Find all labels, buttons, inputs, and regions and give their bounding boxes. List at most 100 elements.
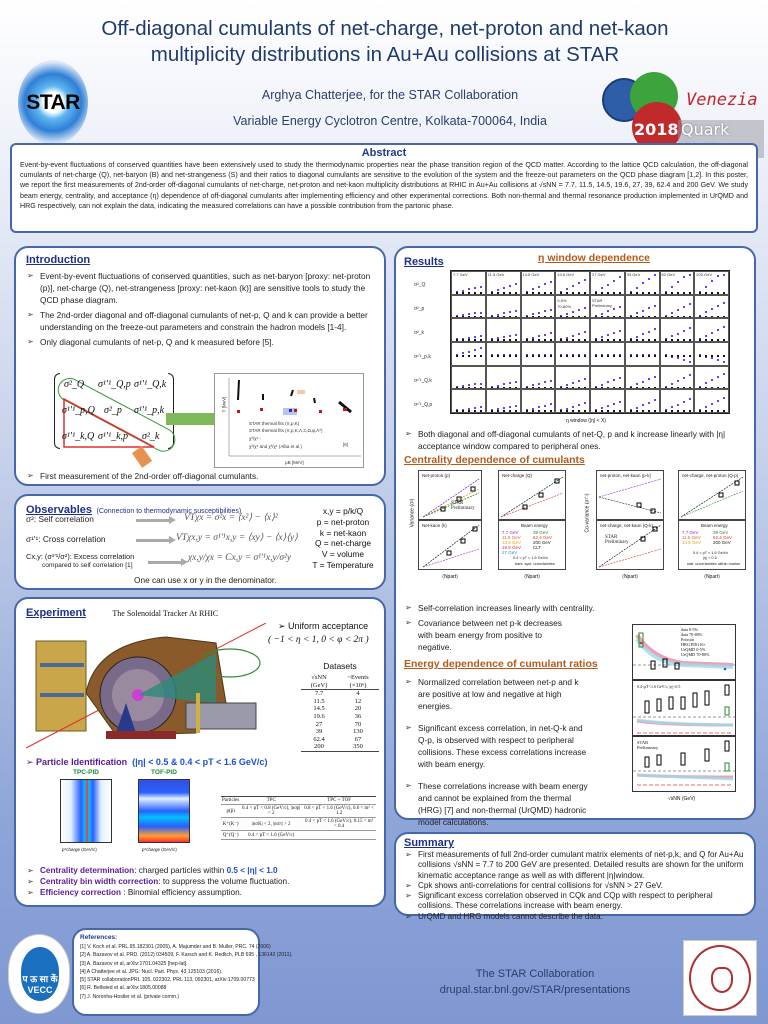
data-point: [711, 339, 714, 341]
data-point: [619, 339, 621, 341]
data-point: [474, 336, 476, 339]
data-point: [496, 386, 499, 389]
data-point: [572, 339, 575, 341]
data-point: [531, 288, 534, 291]
poster-title: Off-diagonal cumulants of net-charge, ne…: [101, 17, 669, 66]
data-point: [705, 339, 708, 341]
data-point: [723, 339, 726, 341]
legend-note: 0.4 < pT < 1.6 GeV/c: [693, 551, 729, 555]
data-point: [699, 386, 702, 389]
data-point: [560, 339, 563, 341]
data-point: [670, 354, 673, 357]
vecc-hindi: प ऊ सा कें: [22, 974, 58, 984]
references-box: References: [1] V. Koch et al. PRL.95.18…: [72, 928, 293, 1016]
data-point: [676, 403, 679, 406]
panel-label: net-proton, net-kaon (p-k): [600, 473, 652, 478]
summary-bullet: UrQMD and HRG models cannot describe the…: [404, 912, 746, 923]
data-point: [641, 315, 644, 318]
energy-heading: Energy dependence of cumulant ratios: [404, 658, 598, 670]
data-point: [607, 410, 609, 412]
phase-xlabel: μB [MeV]: [285, 460, 304, 465]
star-prelim: STAR Preliminary: [451, 501, 475, 511]
qm-venezia: Venezia: [686, 90, 758, 110]
eta-panel: STAR Preliminary: [590, 294, 625, 319]
data-point: [682, 410, 685, 412]
data-point: [711, 331, 714, 334]
covariance-ylabel: Co-variance (σ¹'¹): [584, 493, 591, 533]
data-point: [502, 292, 505, 294]
data-point: [653, 399, 656, 402]
data-point: [578, 354, 581, 357]
data-point: [613, 331, 615, 334]
data-point: [699, 410, 702, 412]
data-point: [711, 386, 714, 389]
data-point: [566, 339, 569, 341]
eta-panel: [624, 365, 660, 390]
dataset-events: 70: [354, 720, 362, 728]
data-point: [490, 410, 493, 412]
legend-entry: 7.7 GeV: [682, 530, 699, 535]
energy-bullet: Normalized correlation between net-p and…: [404, 676, 590, 712]
data-point: [584, 354, 587, 357]
data-point: [676, 357, 679, 360]
data-point: [613, 279, 615, 282]
data-point: [537, 292, 540, 294]
eta-panel: [624, 318, 660, 342]
data-point: [613, 402, 615, 405]
data-point: [468, 315, 470, 318]
data-point: [462, 292, 464, 294]
data-point: [537, 382, 540, 385]
experiment-heading: Experiment: [26, 607, 86, 619]
centrality-bullet: Covariance between net p-k decreases wit…: [404, 617, 574, 653]
data-point: [682, 400, 685, 403]
data-point: [468, 288, 470, 291]
data-point: [688, 339, 691, 341]
footer-url[interactable]: drupal.star.bnl.gov/STAR/presentations: [439, 984, 631, 996]
data-point: [560, 354, 563, 357]
results-box: Results η window dependence σ²_Q σ²_p σ²…: [394, 246, 756, 827]
eta-energy-label: 14.5 GeV: [522, 272, 540, 277]
eta-energy-label: 7.7 GeV: [453, 272, 468, 277]
data-point: [723, 292, 726, 294]
data-point: [537, 311, 540, 314]
data-point: [635, 383, 638, 386]
data-point: [566, 410, 569, 412]
data-point: [682, 329, 685, 332]
datasets-table: Datasets √sNN (GeV) ~Events (×10⁶) 7.7 4 …: [301, 661, 379, 752]
eta-panel: 0-5% 70-80%: [555, 294, 590, 319]
data-point: [676, 386, 679, 389]
npart-xlabel: ⟨Npart⟩: [704, 574, 721, 580]
data-point: [496, 315, 499, 318]
tof-pid-xlabel: p*charge (GeV/c): [142, 847, 177, 852]
data-point: [664, 386, 667, 389]
star-logo: STAR: [18, 60, 88, 145]
observable-equation: VTχx = σ²x = ⟨x²⟩ − ⟨x⟩²: [184, 513, 278, 523]
data-point: [688, 303, 691, 306]
bullet-value: 0.5 < |η| < 1.0: [226, 866, 278, 875]
data-point: [578, 332, 581, 335]
pid-cell: 0.4 < pT < 1.6 (GeV/c): [240, 830, 303, 840]
data-point: [635, 339, 638, 341]
data-point: [531, 384, 534, 387]
data-point: [560, 315, 563, 318]
definition: V = volume: [321, 549, 365, 560]
bullet-arrow-icon: ➢: [278, 621, 289, 631]
eta-panel: [624, 294, 660, 319]
dataset-row: 7.7 4: [301, 690, 379, 698]
data-point: [647, 307, 650, 310]
data-point: [595, 315, 597, 318]
cqk-panel: 0.4<pT<1.6 GeV/c, |η|<0.5: [632, 680, 736, 736]
dataset-row: 14.5 20: [301, 705, 379, 713]
eta-ylabel: σ²_p: [414, 306, 425, 312]
data-point: [682, 354, 685, 357]
data-point: [717, 292, 720, 294]
energy-xlabel: √sNN (GeV): [668, 796, 696, 802]
data-point: [647, 330, 650, 333]
data-point: [468, 410, 470, 412]
centrality-lines: [422, 524, 480, 568]
data-point: [613, 308, 615, 311]
data-point: [531, 336, 534, 339]
legend-entry: 14.5 GeV: [502, 540, 522, 545]
data-point: [480, 292, 482, 294]
data-point: [514, 315, 517, 318]
